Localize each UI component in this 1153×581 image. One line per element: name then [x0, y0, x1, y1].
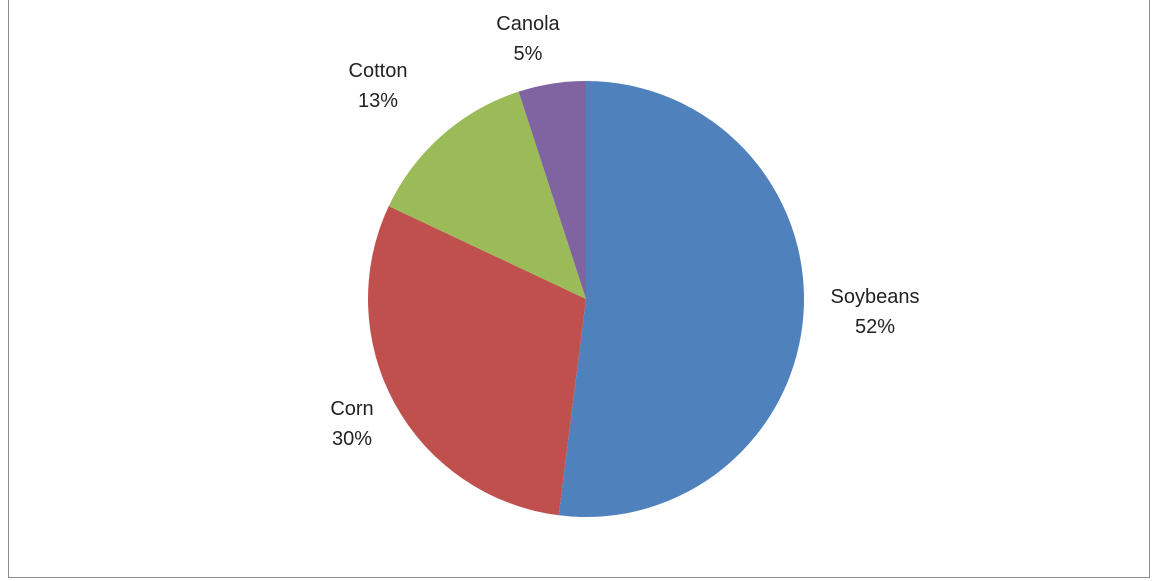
pie-slice-cotton	[388, 91, 586, 299]
pie-slice-soybeans	[558, 81, 805, 517]
slice-value-soybeans: 52%	[855, 316, 895, 338]
chart-frame: Soybeans 52% Corn 30% Cotton 13% Canola 5%	[8, 0, 1150, 578]
slice-value-canola: 5%	[514, 43, 543, 65]
slice-label-soybeans: Soybeans	[831, 286, 920, 308]
pie-chart: Soybeans 52% Corn 30% Cotton 13% Canola 5%	[330, 13, 920, 517]
slice-value-corn: 30%	[332, 428, 372, 450]
slice-label-corn: Corn	[330, 398, 373, 420]
pie-slice-canola	[518, 81, 586, 299]
pie-slice-corn	[367, 206, 586, 516]
slice-label-canola: Canola	[496, 13, 560, 35]
slice-value-cotton: 13%	[358, 90, 398, 112]
slice-label-cotton: Cotton	[349, 60, 408, 82]
